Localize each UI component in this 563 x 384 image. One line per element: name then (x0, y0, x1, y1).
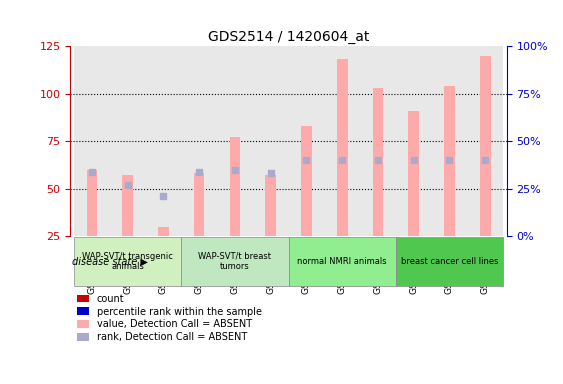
Bar (110, 46, 145, 236)
Bar (444, 86, 455, 236)
Text: breast cancer cell lines: breast cancer cell lines (401, 257, 498, 266)
Bar (301, 126, 312, 236)
Text: normal NMRI animals: normal NMRI animals (297, 257, 387, 266)
Bar (253, 46, 289, 236)
Bar (230, 137, 240, 236)
FancyBboxPatch shape (181, 237, 289, 286)
Bar (373, 88, 383, 236)
Title: GDS2514 / 1420604_at: GDS2514 / 1420604_at (208, 30, 369, 44)
Bar (122, 175, 133, 236)
Bar (181, 46, 217, 236)
Bar (467, 46, 503, 236)
Text: disease state ▶: disease state ▶ (72, 257, 148, 266)
Legend: count, percentile rank within the sample, value, Detection Call = ABSENT, rank, : count, percentile rank within the sample… (73, 290, 266, 346)
Bar (337, 60, 347, 236)
FancyBboxPatch shape (396, 237, 503, 286)
Bar (74, 46, 110, 236)
Bar (217, 46, 253, 236)
Bar (194, 174, 204, 236)
Bar (145, 46, 181, 236)
Bar (408, 111, 419, 236)
Text: WAP-SVT/t breast
tumors: WAP-SVT/t breast tumors (198, 252, 271, 271)
Bar (265, 175, 276, 236)
Bar (396, 46, 432, 236)
Bar (158, 227, 169, 236)
FancyBboxPatch shape (289, 237, 396, 286)
Bar (87, 170, 97, 236)
Bar (289, 46, 324, 236)
Bar (432, 46, 467, 236)
Bar (480, 56, 490, 236)
Text: WAP-SVT/t transgenic
animals: WAP-SVT/t transgenic animals (82, 252, 173, 271)
FancyBboxPatch shape (74, 237, 181, 286)
Bar (360, 46, 396, 236)
Bar (324, 46, 360, 236)
